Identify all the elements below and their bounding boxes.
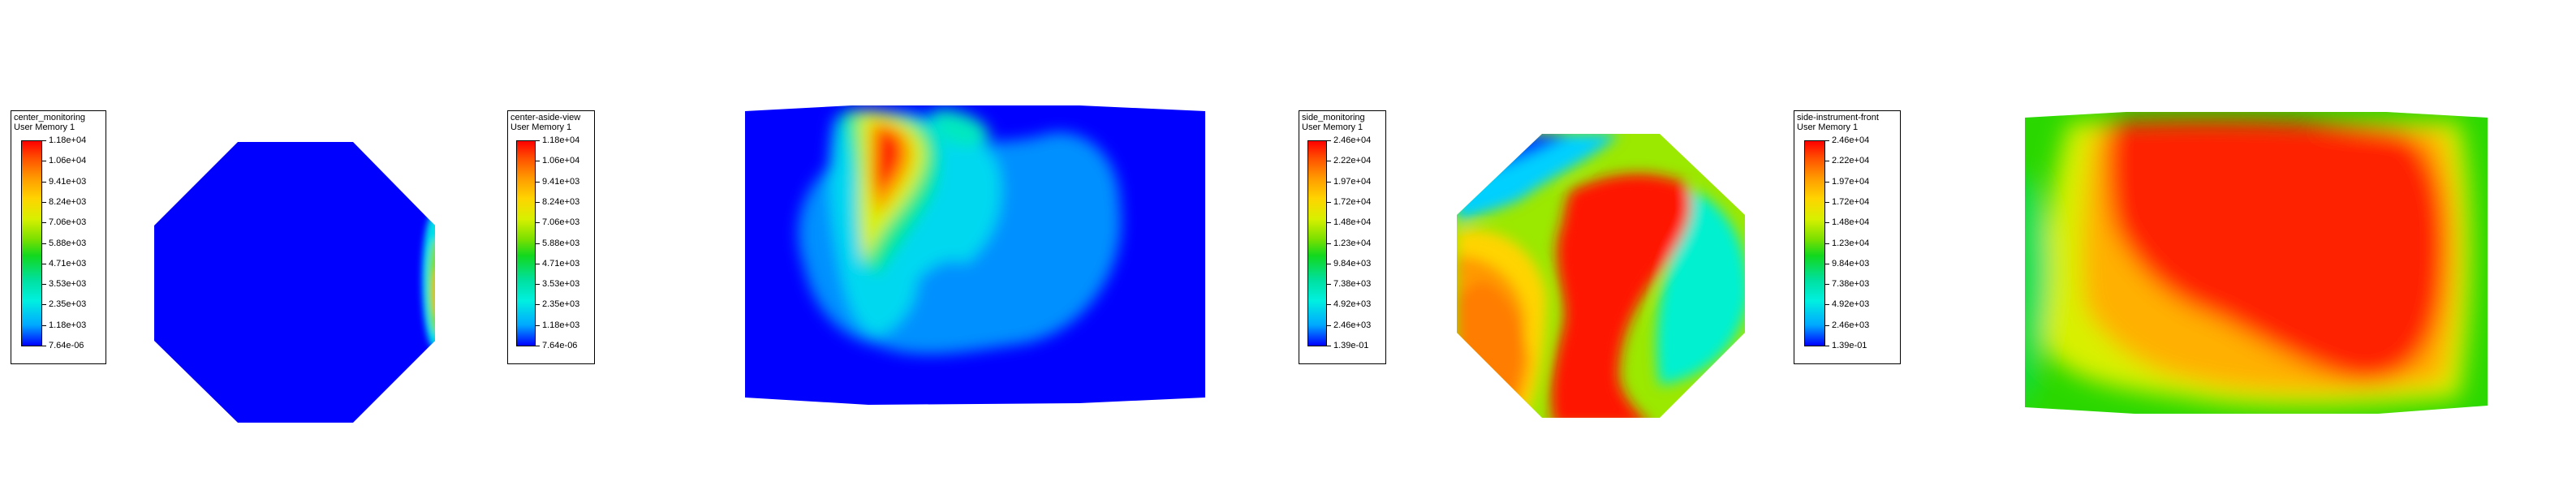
legend-title: center-aside-view [510,113,581,122]
colorbar-tick-label: 2.35e+03 [542,299,580,310]
colorbar-tick-label: 7.64e-06 [49,341,84,350]
colorbar-tick-label: 7.38e+03 [1333,279,1372,290]
legend-side-monitoring: side_monitoring User Memory 1 2.46e+04 2.… [1299,110,1386,364]
legend-side-instrument-front: side-instrument-front User Memory 1 2.46… [1794,110,1901,364]
contour-plot-center-monitoring [154,142,435,423]
colorbar-tick [1326,222,1331,224]
colorbar-tick [1824,243,1829,244]
colorbar-tick [1824,222,1829,224]
colorbar-tick-label: 4.71e+03 [542,258,580,269]
colorbar-tick-label: 1.23e+04 [1832,238,1870,248]
colorbar-tick-label: 9.41e+03 [542,176,580,187]
colorbar-tick-label: 9.84e+03 [1832,258,1870,269]
colorbar-tick-label: 2.46e+04 [1333,135,1372,145]
legend-title: center_monitoring [14,113,86,122]
colorbar-tick-label: 7.06e+03 [542,217,580,228]
colorbar-tick-label: 7.38e+03 [1832,279,1870,290]
colorbar-tick-label: 8.24e+03 [542,196,580,207]
colorbar-tick [535,201,540,203]
colorbar-tick-label: 9.84e+03 [1333,258,1372,269]
colorbar-tick [41,304,46,306]
colorbar-tick-label: 1.18e+03 [542,320,580,330]
colorbar-tick-label: 4.92e+03 [1333,299,1372,310]
colorbar-tick [41,324,46,326]
colorbar-tick [1326,243,1331,244]
legend-title: side_monitoring [1302,113,1365,122]
colorbar-tick [41,284,46,286]
colorbar-tick-label: 2.35e+03 [49,299,87,310]
colorbar-tick-label: 1.06e+04 [542,156,580,166]
colorbar-tick-label: 1.18e+04 [542,135,580,145]
legend-center-monitoring: center_monitoring User Memory 1 1.18e+04… [11,110,106,364]
colorbar-tick [1326,140,1331,141]
colorbar-tick [1824,324,1829,326]
legend-center-aside-view: center-aside-view User Memory 1 1.18e+04… [507,110,595,364]
colorbar-tick-label: 7.64e-06 [542,341,578,350]
colorbar-tick-label: 5.88e+03 [49,238,87,248]
contour-plot-center-aside-view [745,105,1205,405]
colorbar-tick [1326,201,1331,203]
colorbar-tick-label: 1.48e+04 [1333,217,1372,228]
legend-subtitle: User Memory 1 [510,122,572,132]
colorbar-tick [1824,140,1829,141]
colorbar-tick-label: 3.53e+03 [542,279,580,290]
colorbar [21,140,42,346]
colorbar-tick [535,324,540,326]
colorbar-tick [1824,201,1829,203]
colorbar-tick [535,181,540,183]
colorbar-tick-label: 1.97e+04 [1832,176,1870,187]
legend-subtitle: User Memory 1 [1797,122,1859,132]
colorbar-tick [1326,304,1331,306]
colorbar-tick-label: 1.72e+04 [1333,196,1372,207]
colorbar-tick-label: 1.48e+04 [1832,217,1870,228]
colorbar-tick [1824,304,1829,306]
colorbar-tick [535,304,540,306]
colorbar-tick-label: 1.72e+04 [1832,196,1870,207]
colorbar-tick-label: 2.46e+04 [1832,135,1870,145]
colorbar-tick [41,243,46,244]
colorbar-tick [41,181,46,183]
colorbar [1804,140,1825,346]
colorbar-tick-label: 1.97e+04 [1333,176,1372,187]
colorbar-tick [535,243,540,244]
colorbar-tick-label: 4.71e+03 [49,258,87,269]
colorbar [1307,140,1327,346]
colorbar-tick-label: 1.18e+03 [49,320,87,330]
colorbar-tick [1824,181,1829,183]
colorbar-tick-label: 1.39e-01 [1333,341,1369,350]
colorbar-tick-label: 2.22e+04 [1832,156,1870,166]
colorbar-tick-label: 8.24e+03 [49,196,87,207]
colorbar-tick [535,140,540,141]
colorbar-tick [1326,181,1331,183]
colorbar-tick-label: 2.46e+03 [1333,320,1372,330]
legend-subtitle: User Memory 1 [14,122,75,132]
colorbar-tick [41,140,46,141]
colorbar-tick [41,222,46,224]
colorbar-tick-label: 4.92e+03 [1832,299,1870,310]
colorbar-tick-label: 2.46e+03 [1832,320,1870,330]
colorbar-tick [1824,284,1829,286]
contour-plot-side-instrument-front [2025,112,2488,414]
colorbar-tick [1326,284,1331,286]
colorbar-tick-label: 1.39e-01 [1832,341,1867,350]
colorbar-tick-label: 5.88e+03 [542,238,580,248]
colorbar-tick [535,284,540,286]
colorbar-tick-label: 9.41e+03 [49,176,87,187]
contour-plot-side-monitoring [1457,134,1745,418]
colorbar-tick-label: 1.06e+04 [49,156,87,166]
colorbar-tick [41,201,46,203]
colorbar [516,140,536,346]
colorbar-tick [1326,324,1331,326]
colorbar-tick-label: 2.22e+04 [1333,156,1372,166]
colorbar-tick-label: 1.23e+04 [1333,238,1372,248]
colorbar-tick-label: 3.53e+03 [49,279,87,290]
colorbar-tick [535,222,540,224]
legend-title: side-instrument-front [1797,113,1879,122]
legend-subtitle: User Memory 1 [1302,122,1363,132]
colorbar-tick-label: 1.18e+04 [49,135,87,145]
colorbar-tick-label: 7.06e+03 [49,217,87,228]
